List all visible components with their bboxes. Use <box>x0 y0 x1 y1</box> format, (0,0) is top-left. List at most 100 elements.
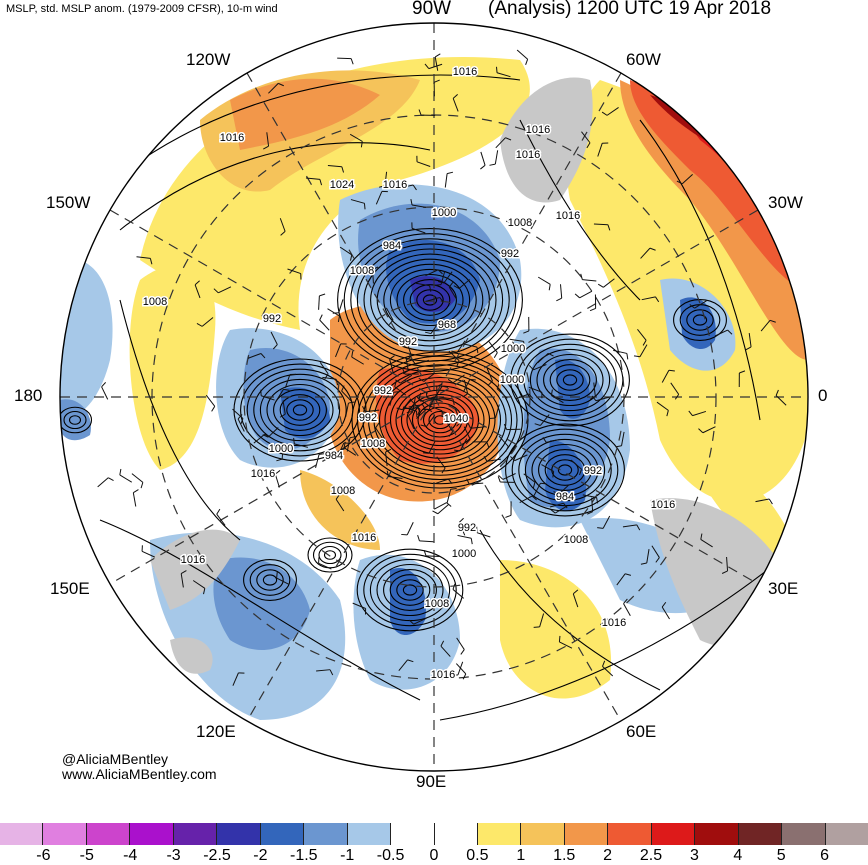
wind-barb <box>395 374 413 384</box>
land-patch <box>500 77 593 203</box>
isobar <box>323 550 337 560</box>
isobar <box>519 119 641 301</box>
isobar <box>389 381 491 459</box>
isobar-label: 1008 <box>331 485 355 497</box>
wind-barb <box>457 534 473 545</box>
anomaly-patch <box>213 557 310 650</box>
wind-barb <box>141 545 155 558</box>
isobar <box>367 364 513 476</box>
isobar-label: 1024 <box>330 179 354 191</box>
colorbar-tick-label: 0 <box>429 847 439 864</box>
isobar <box>376 563 444 617</box>
wind-barb <box>345 401 355 417</box>
wind-barb <box>589 382 596 400</box>
wind-barb <box>417 534 434 543</box>
isobar-labels: 1016 1016 1016 1016 1024 1016 1000 1008 984 992 10… <box>141 65 676 683</box>
wind-barb <box>436 383 443 401</box>
wind-barb <box>556 284 563 302</box>
wind-barb <box>615 431 625 448</box>
wind-barb <box>389 355 395 373</box>
anomaly-patch <box>620 80 808 360</box>
isobar <box>119 142 431 231</box>
wind-barb <box>346 436 356 452</box>
wind-barb <box>343 441 357 456</box>
isobar-contours <box>60 74 781 721</box>
wind-barb <box>436 456 446 474</box>
wind-barb <box>352 602 367 615</box>
isobar-label: 1016 <box>516 149 540 161</box>
isobar <box>538 449 592 491</box>
isobar <box>279 394 321 426</box>
wind-barb <box>335 494 345 512</box>
wind-barb <box>327 308 340 322</box>
wind-barb <box>411 222 426 234</box>
polar-map: 1016 1016 1016 1016 1024 1016 1000 1008 984 992 10… <box>59 22 809 772</box>
colorbar-cell <box>86 823 131 845</box>
isobar-label: 1016 <box>220 132 244 144</box>
isobar-label: 1008 <box>143 296 167 308</box>
header-description: MSLP, std. MSLP anom. (1979-2009 CFSR), … <box>6 3 278 15</box>
wind-barb <box>322 376 339 386</box>
wind-barb <box>593 223 611 231</box>
wind-barb <box>341 385 352 402</box>
wind-barb <box>386 470 403 479</box>
wind-barb <box>375 190 388 205</box>
wind-barb <box>327 165 345 173</box>
wind-barb <box>496 382 508 399</box>
wind-barb <box>420 415 436 428</box>
lon-label-30w: 30W <box>768 193 803 212</box>
isobar <box>417 402 463 438</box>
isobar <box>337 228 523 372</box>
wind-barb <box>435 270 446 286</box>
isobar-label: 992 <box>374 385 392 397</box>
wind-barb <box>537 352 554 364</box>
wind-barb <box>637 328 647 346</box>
wind-barb <box>402 356 409 375</box>
isobar <box>318 545 342 565</box>
wind-barb <box>318 557 332 570</box>
wind-barb <box>375 422 384 440</box>
wind-barb <box>232 672 245 686</box>
wind-barb <box>351 351 364 365</box>
isobar-label: 1016 <box>431 669 455 681</box>
colorbar-cell <box>564 823 609 845</box>
wind-barb <box>426 297 444 303</box>
wind-barb <box>661 601 670 620</box>
wind-barb <box>466 478 484 485</box>
wind-barb <box>131 473 144 489</box>
wind-barb <box>489 404 500 419</box>
wind-barb <box>451 340 466 353</box>
isobar <box>402 584 418 596</box>
map-disc: 1016 1016 1016 1016 1024 1016 1000 1008 984 992 10… <box>60 23 808 771</box>
wind-barb <box>396 398 412 411</box>
isobar-label: 1016 <box>453 66 477 78</box>
isobar-label: 1008 <box>425 598 449 610</box>
wind-barb <box>337 57 354 65</box>
wind-barb <box>305 177 323 186</box>
wind-barb <box>398 659 414 672</box>
wind-barb <box>434 478 453 485</box>
wind-barb <box>408 404 427 410</box>
wind-barb <box>622 524 641 531</box>
wind-barb <box>385 448 392 467</box>
isobar <box>389 574 431 606</box>
header-valid-time: (Analysis) 1200 UTC 19 Apr 2018 <box>488 0 772 19</box>
wind-barb <box>196 317 214 327</box>
wind-barb <box>401 522 414 536</box>
isobar <box>249 564 291 596</box>
wind-barb <box>132 489 139 507</box>
isobar-label: 992 <box>359 412 377 424</box>
wind-barb <box>616 573 632 586</box>
wind-barb <box>651 545 660 563</box>
wind-barb <box>180 570 187 588</box>
wind-barb <box>528 364 547 371</box>
wind-barb <box>553 484 570 495</box>
wind-barb <box>505 501 512 518</box>
wind-barb <box>550 505 568 514</box>
colorbar-cell <box>347 823 392 845</box>
isobar <box>286 399 314 421</box>
isobar <box>673 299 727 341</box>
colorbar-tick-label: -2.5 <box>203 847 231 864</box>
wind-barb <box>486 367 493 386</box>
wind-barb <box>440 640 451 657</box>
